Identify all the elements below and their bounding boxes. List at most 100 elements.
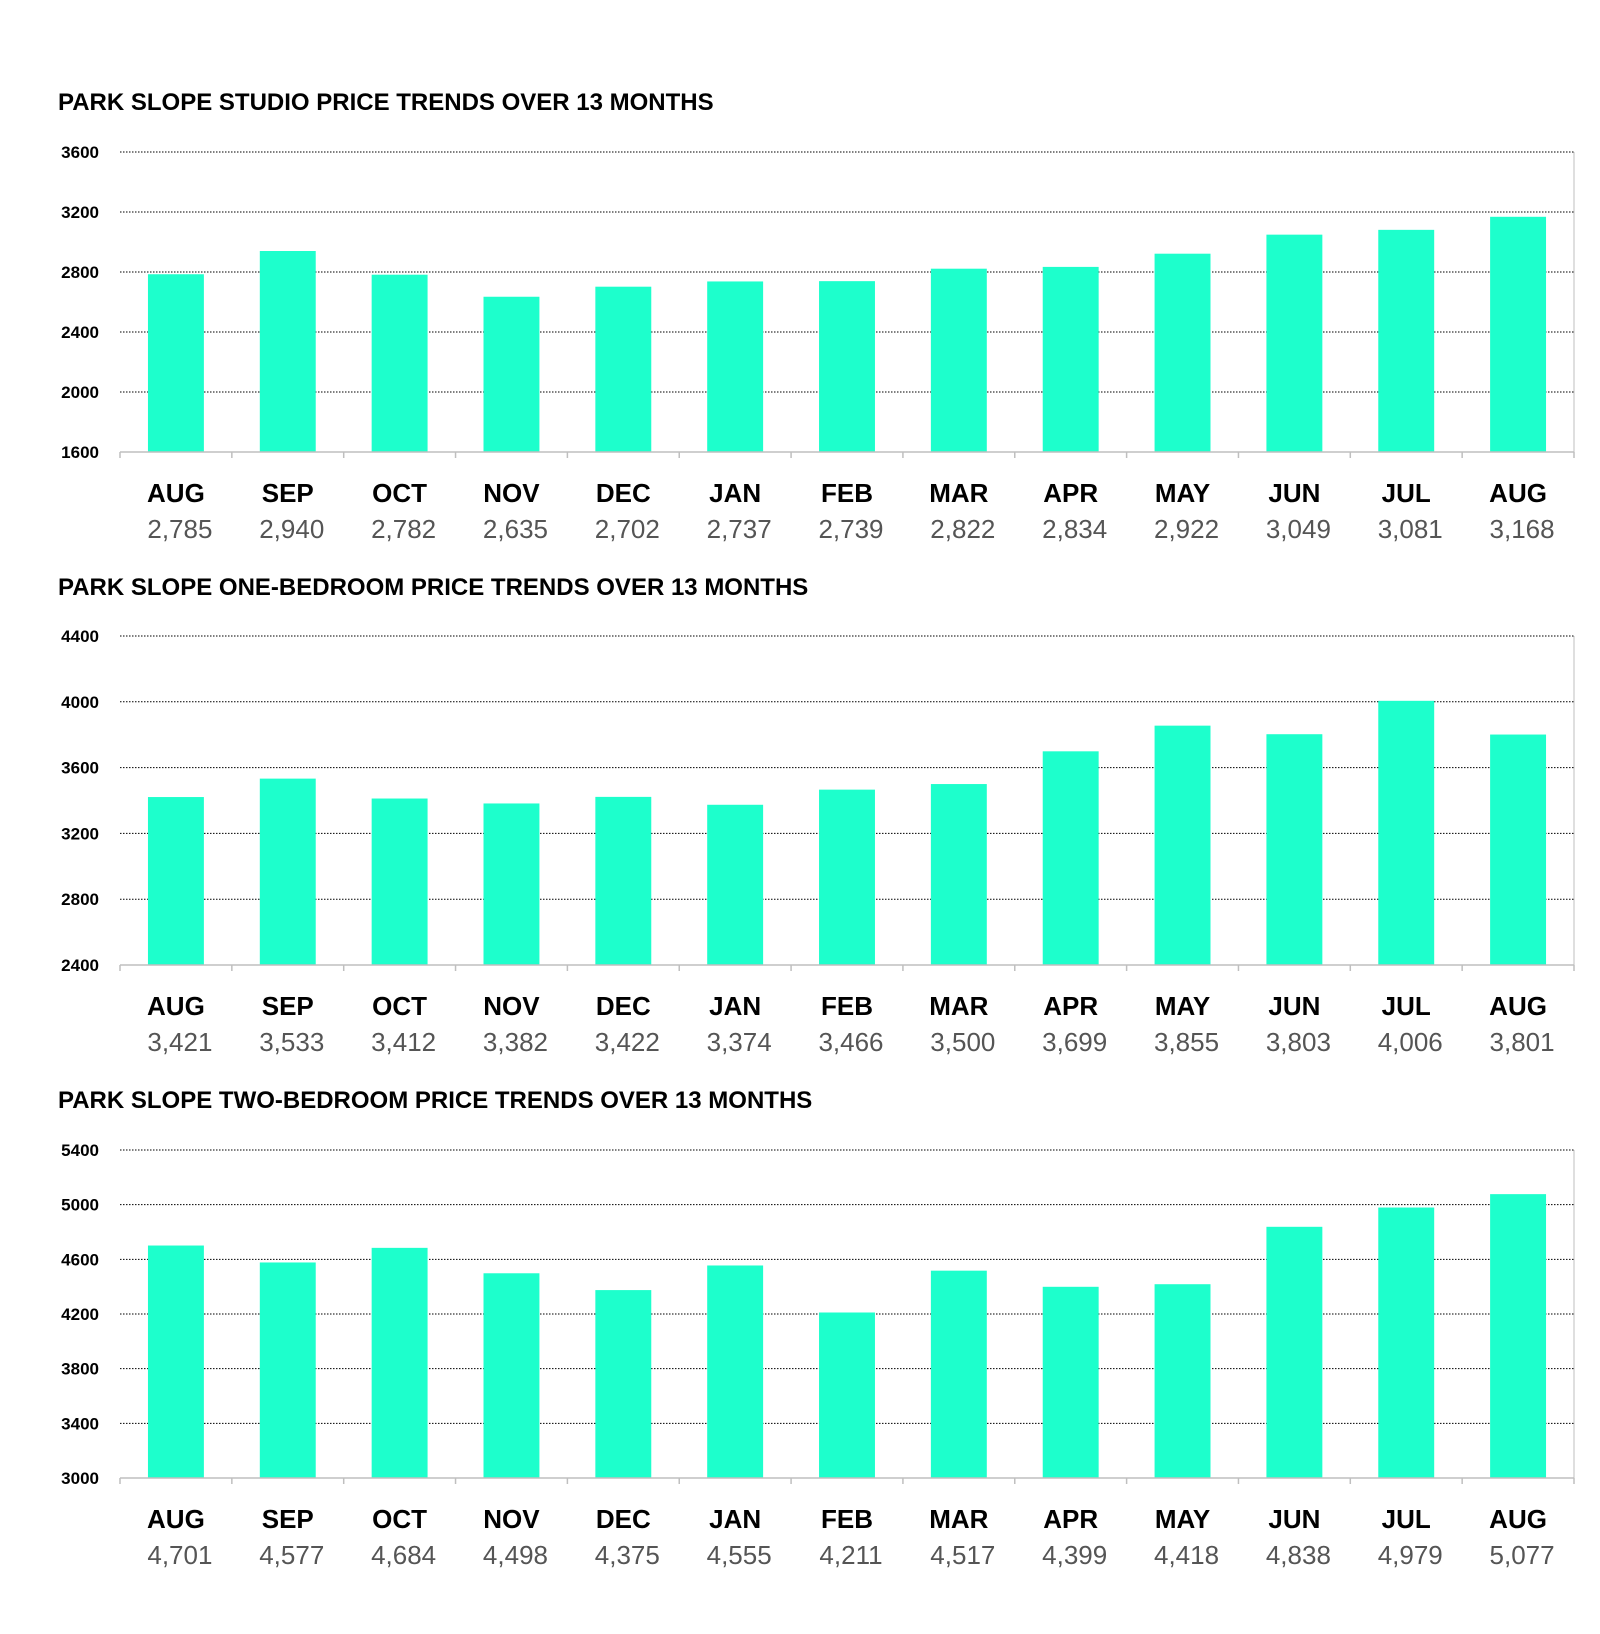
- y-tick-label: 5000: [61, 1196, 99, 1215]
- data-label: 3,466: [818, 1027, 883, 1057]
- data-label: 3,049: [1266, 514, 1331, 544]
- data-label: 2,635: [483, 514, 548, 544]
- chart-2: PARK SLOPE ONE-BEDROOM PRICE TRENDS OVER…: [58, 574, 1575, 1057]
- bar: [1378, 700, 1435, 965]
- chart-title: PARK SLOPE ONE-BEDROOM PRICE TRENDS OVER…: [58, 574, 808, 601]
- chart-1: PARK SLOPE STUDIO PRICE TRENDS OVER 13 M…: [58, 89, 1575, 544]
- x-tick-label: SEP: [262, 1504, 314, 1534]
- data-label: 4,418: [1154, 1540, 1219, 1570]
- x-tick-label: MAY: [1155, 1504, 1210, 1534]
- bar: [930, 784, 987, 965]
- data-label: 2,822: [930, 514, 995, 544]
- bar: [1378, 1207, 1435, 1478]
- bar: [483, 1273, 540, 1478]
- bar: [1266, 234, 1323, 452]
- data-label: 2,922: [1154, 514, 1219, 544]
- x-tick-label: APR: [1043, 991, 1098, 1021]
- bar: [819, 281, 875, 452]
- y-tick-label: 2800: [61, 890, 99, 909]
- y-tick-label: 3400: [61, 1414, 99, 1433]
- data-label: 4,555: [707, 1540, 772, 1570]
- x-tick-label: AUG: [147, 1504, 205, 1534]
- bar: [1042, 1286, 1099, 1478]
- bar: [707, 804, 764, 965]
- x-tick-label: APR: [1043, 478, 1098, 508]
- data-label: 2,702: [595, 514, 660, 544]
- y-tick-label: 3800: [61, 1360, 99, 1379]
- chart-title: PARK SLOPE STUDIO PRICE TRENDS OVER 13 M…: [58, 89, 714, 116]
- data-label: 4,684: [371, 1540, 436, 1570]
- data-label: 3,803: [1266, 1027, 1331, 1057]
- y-tick-label: 4600: [61, 1250, 99, 1269]
- data-label: 2,785: [147, 514, 212, 544]
- bar: [595, 286, 652, 452]
- y-tick-label: 3000: [61, 1469, 99, 1488]
- bar: [1378, 229, 1435, 452]
- data-label: 3,533: [259, 1027, 324, 1057]
- x-tick-label: MAY: [1155, 478, 1210, 508]
- x-tick-label: JAN: [709, 991, 761, 1021]
- x-tick-label: NOV: [483, 478, 540, 508]
- bar: [819, 789, 875, 965]
- x-tick-label: FEB: [821, 991, 873, 1021]
- x-tick-label: FEB: [821, 1504, 873, 1534]
- x-tick-label: SEP: [262, 991, 314, 1021]
- data-label: 5,077: [1490, 1540, 1555, 1570]
- data-label: 4,517: [930, 1540, 995, 1570]
- x-tick-label: JAN: [709, 478, 761, 508]
- data-label: 3,500: [930, 1027, 995, 1057]
- data-label: 3,801: [1490, 1027, 1555, 1057]
- x-tick-label: JUL: [1382, 1504, 1431, 1534]
- y-tick-label: 3200: [61, 203, 99, 222]
- bar: [147, 274, 204, 452]
- y-tick-label: 3600: [61, 143, 99, 162]
- x-tick-label: NOV: [483, 991, 540, 1021]
- bar: [147, 1245, 204, 1478]
- bar: [930, 268, 987, 452]
- bar: [1266, 1226, 1323, 1478]
- x-tick-label: JUL: [1382, 991, 1431, 1021]
- x-tick-label: APR: [1043, 1504, 1098, 1534]
- x-tick-label: JUL: [1382, 478, 1431, 508]
- data-label: 3,382: [483, 1027, 548, 1057]
- data-label: 4,577: [259, 1540, 324, 1570]
- bar: [371, 1247, 428, 1478]
- bar: [371, 798, 428, 965]
- x-tick-label: AUG: [1489, 1504, 1547, 1534]
- y-tick-label: 5400: [61, 1141, 99, 1160]
- bar: [259, 251, 316, 452]
- bar: [1154, 253, 1211, 452]
- x-tick-label: JAN: [709, 1504, 761, 1534]
- bar: [819, 1312, 875, 1478]
- x-tick-label: MAR: [929, 478, 988, 508]
- bar: [1042, 751, 1099, 965]
- data-label: 3,421: [147, 1027, 212, 1057]
- x-tick-label: MAR: [929, 1504, 988, 1534]
- data-label: 4,498: [483, 1540, 548, 1570]
- y-tick-label: 4400: [61, 627, 99, 646]
- x-tick-label: AUG: [1489, 991, 1547, 1021]
- y-tick-label: 3600: [61, 759, 99, 778]
- data-label: 4,006: [1378, 1027, 1443, 1057]
- y-tick-label: 2400: [61, 956, 99, 975]
- x-tick-label: AUG: [1489, 478, 1547, 508]
- data-label: 3,168: [1490, 514, 1555, 544]
- bar: [371, 274, 428, 452]
- chart-title: PARK SLOPE TWO-BEDROOM PRICE TRENDS OVER…: [58, 1087, 812, 1114]
- x-tick-label: AUG: [147, 991, 205, 1021]
- bar: [595, 1290, 652, 1478]
- data-label: 3,081: [1378, 514, 1443, 544]
- data-label: 2,834: [1042, 514, 1107, 544]
- y-tick-label: 2000: [61, 383, 99, 402]
- data-label: 4,979: [1378, 1540, 1443, 1570]
- bar: [1490, 1194, 1547, 1478]
- data-label: 2,739: [818, 514, 883, 544]
- x-tick-label: JUN: [1268, 991, 1320, 1021]
- bar: [1154, 725, 1211, 965]
- bar: [259, 778, 316, 965]
- y-tick-label: 4200: [61, 1305, 99, 1324]
- bar: [930, 1270, 987, 1478]
- bar: [1490, 216, 1547, 452]
- y-tick-label: 2800: [61, 263, 99, 282]
